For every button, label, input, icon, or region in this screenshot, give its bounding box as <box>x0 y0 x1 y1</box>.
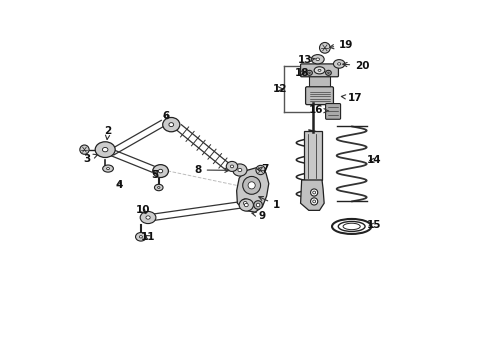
Text: 14: 14 <box>366 156 380 165</box>
Polygon shape <box>236 167 268 212</box>
Ellipse shape <box>163 117 180 132</box>
Bar <box>308 75 329 89</box>
Text: 20: 20 <box>342 61 369 71</box>
Ellipse shape <box>312 191 315 194</box>
Ellipse shape <box>242 176 260 194</box>
Text: 3: 3 <box>83 154 98 163</box>
Ellipse shape <box>337 63 340 65</box>
Ellipse shape <box>310 189 317 196</box>
Ellipse shape <box>310 198 317 205</box>
Ellipse shape <box>157 186 160 188</box>
Text: 10: 10 <box>135 205 150 215</box>
Circle shape <box>255 165 264 175</box>
Ellipse shape <box>106 168 109 170</box>
Text: 8: 8 <box>194 165 228 175</box>
Text: 4: 4 <box>116 180 123 190</box>
Ellipse shape <box>239 199 253 211</box>
FancyBboxPatch shape <box>300 64 338 77</box>
Text: 18: 18 <box>294 68 308 78</box>
Ellipse shape <box>317 69 320 71</box>
Text: 5: 5 <box>151 170 159 180</box>
Ellipse shape <box>168 123 173 127</box>
Text: 9: 9 <box>251 211 265 221</box>
Text: 1: 1 <box>258 197 280 210</box>
Ellipse shape <box>232 164 246 176</box>
Ellipse shape <box>312 200 315 203</box>
Text: 6: 6 <box>162 111 169 121</box>
Bar <box>304 131 322 180</box>
Ellipse shape <box>226 161 237 171</box>
FancyBboxPatch shape <box>305 87 333 105</box>
Ellipse shape <box>327 72 328 73</box>
Ellipse shape <box>247 182 255 189</box>
Ellipse shape <box>154 184 163 191</box>
Ellipse shape <box>315 58 319 60</box>
Ellipse shape <box>230 165 233 168</box>
Text: 19: 19 <box>329 40 353 50</box>
Text: 17: 17 <box>341 93 362 103</box>
Ellipse shape <box>102 165 113 172</box>
Ellipse shape <box>158 169 163 173</box>
Circle shape <box>80 145 89 154</box>
Ellipse shape <box>313 67 324 74</box>
Ellipse shape <box>244 203 248 207</box>
Ellipse shape <box>237 168 242 172</box>
Polygon shape <box>300 180 324 210</box>
Text: 15: 15 <box>366 220 380 230</box>
Text: 16: 16 <box>308 105 328 115</box>
Ellipse shape <box>135 233 146 241</box>
Text: 11: 11 <box>141 232 155 242</box>
Ellipse shape <box>243 202 246 205</box>
Text: 2: 2 <box>104 126 111 139</box>
Ellipse shape <box>306 70 312 75</box>
Ellipse shape <box>333 60 344 68</box>
Ellipse shape <box>256 203 259 207</box>
Ellipse shape <box>139 235 142 238</box>
Text: 7: 7 <box>257 164 268 174</box>
Text: 13: 13 <box>297 55 315 65</box>
Ellipse shape <box>241 199 249 207</box>
Ellipse shape <box>95 142 115 157</box>
Ellipse shape <box>145 216 150 219</box>
Ellipse shape <box>308 72 310 73</box>
Ellipse shape <box>140 211 156 224</box>
Ellipse shape <box>102 148 108 152</box>
Ellipse shape <box>253 201 262 209</box>
Ellipse shape <box>311 55 324 64</box>
Ellipse shape <box>325 70 331 75</box>
Ellipse shape <box>152 165 168 177</box>
Circle shape <box>319 42 329 53</box>
FancyBboxPatch shape <box>325 104 340 119</box>
Text: 12: 12 <box>272 84 287 94</box>
